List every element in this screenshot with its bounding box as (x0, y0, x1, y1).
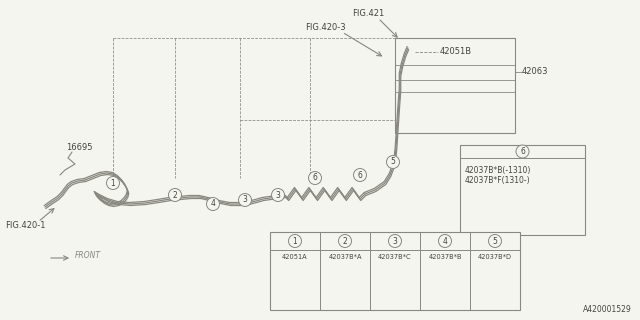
Bar (460, 145, 585, 235)
Circle shape (516, 145, 529, 158)
Text: 6: 6 (520, 147, 525, 156)
Text: 42051B: 42051B (440, 47, 472, 57)
Circle shape (168, 188, 182, 202)
Text: 2: 2 (342, 236, 348, 245)
Circle shape (106, 177, 120, 189)
Circle shape (207, 197, 220, 211)
Text: FRONT: FRONT (75, 252, 101, 260)
Text: 42037B*B: 42037B*B (428, 254, 461, 260)
Text: 5: 5 (493, 236, 497, 245)
Text: 42051A: 42051A (282, 254, 308, 260)
Text: 6: 6 (358, 171, 362, 180)
Text: 16695: 16695 (66, 142, 93, 151)
Text: FIG.421: FIG.421 (352, 10, 384, 19)
Circle shape (353, 169, 367, 181)
Text: A420001529: A420001529 (583, 305, 632, 314)
Text: 42063: 42063 (522, 68, 548, 76)
Text: 42037B*C: 42037B*C (378, 254, 412, 260)
Circle shape (339, 235, 351, 247)
Text: 6: 6 (312, 173, 317, 182)
Circle shape (289, 235, 301, 247)
Text: 2: 2 (173, 190, 177, 199)
Bar (395, 38, 515, 133)
Text: FIG.420-1: FIG.420-1 (4, 220, 45, 229)
Text: 42037B*F(1310-): 42037B*F(1310-) (465, 176, 531, 185)
Text: 42037B*B(-1310): 42037B*B(-1310) (465, 166, 531, 175)
Text: 42037B*A: 42037B*A (328, 254, 362, 260)
Circle shape (387, 156, 399, 169)
Text: 5: 5 (390, 157, 396, 166)
Text: 1: 1 (111, 179, 115, 188)
Circle shape (271, 188, 285, 202)
Circle shape (438, 235, 451, 247)
Text: FIG.420-3: FIG.420-3 (305, 23, 346, 33)
Bar (270, 232, 520, 310)
Text: 1: 1 (292, 236, 298, 245)
Circle shape (239, 194, 252, 206)
Text: 4: 4 (443, 236, 447, 245)
Text: 4: 4 (211, 199, 216, 209)
Circle shape (488, 235, 502, 247)
Circle shape (308, 172, 321, 185)
Circle shape (388, 235, 401, 247)
Text: 3: 3 (243, 196, 248, 204)
Text: 3: 3 (392, 236, 397, 245)
Text: 42037B*D: 42037B*D (478, 254, 512, 260)
Text: 3: 3 (276, 190, 280, 199)
